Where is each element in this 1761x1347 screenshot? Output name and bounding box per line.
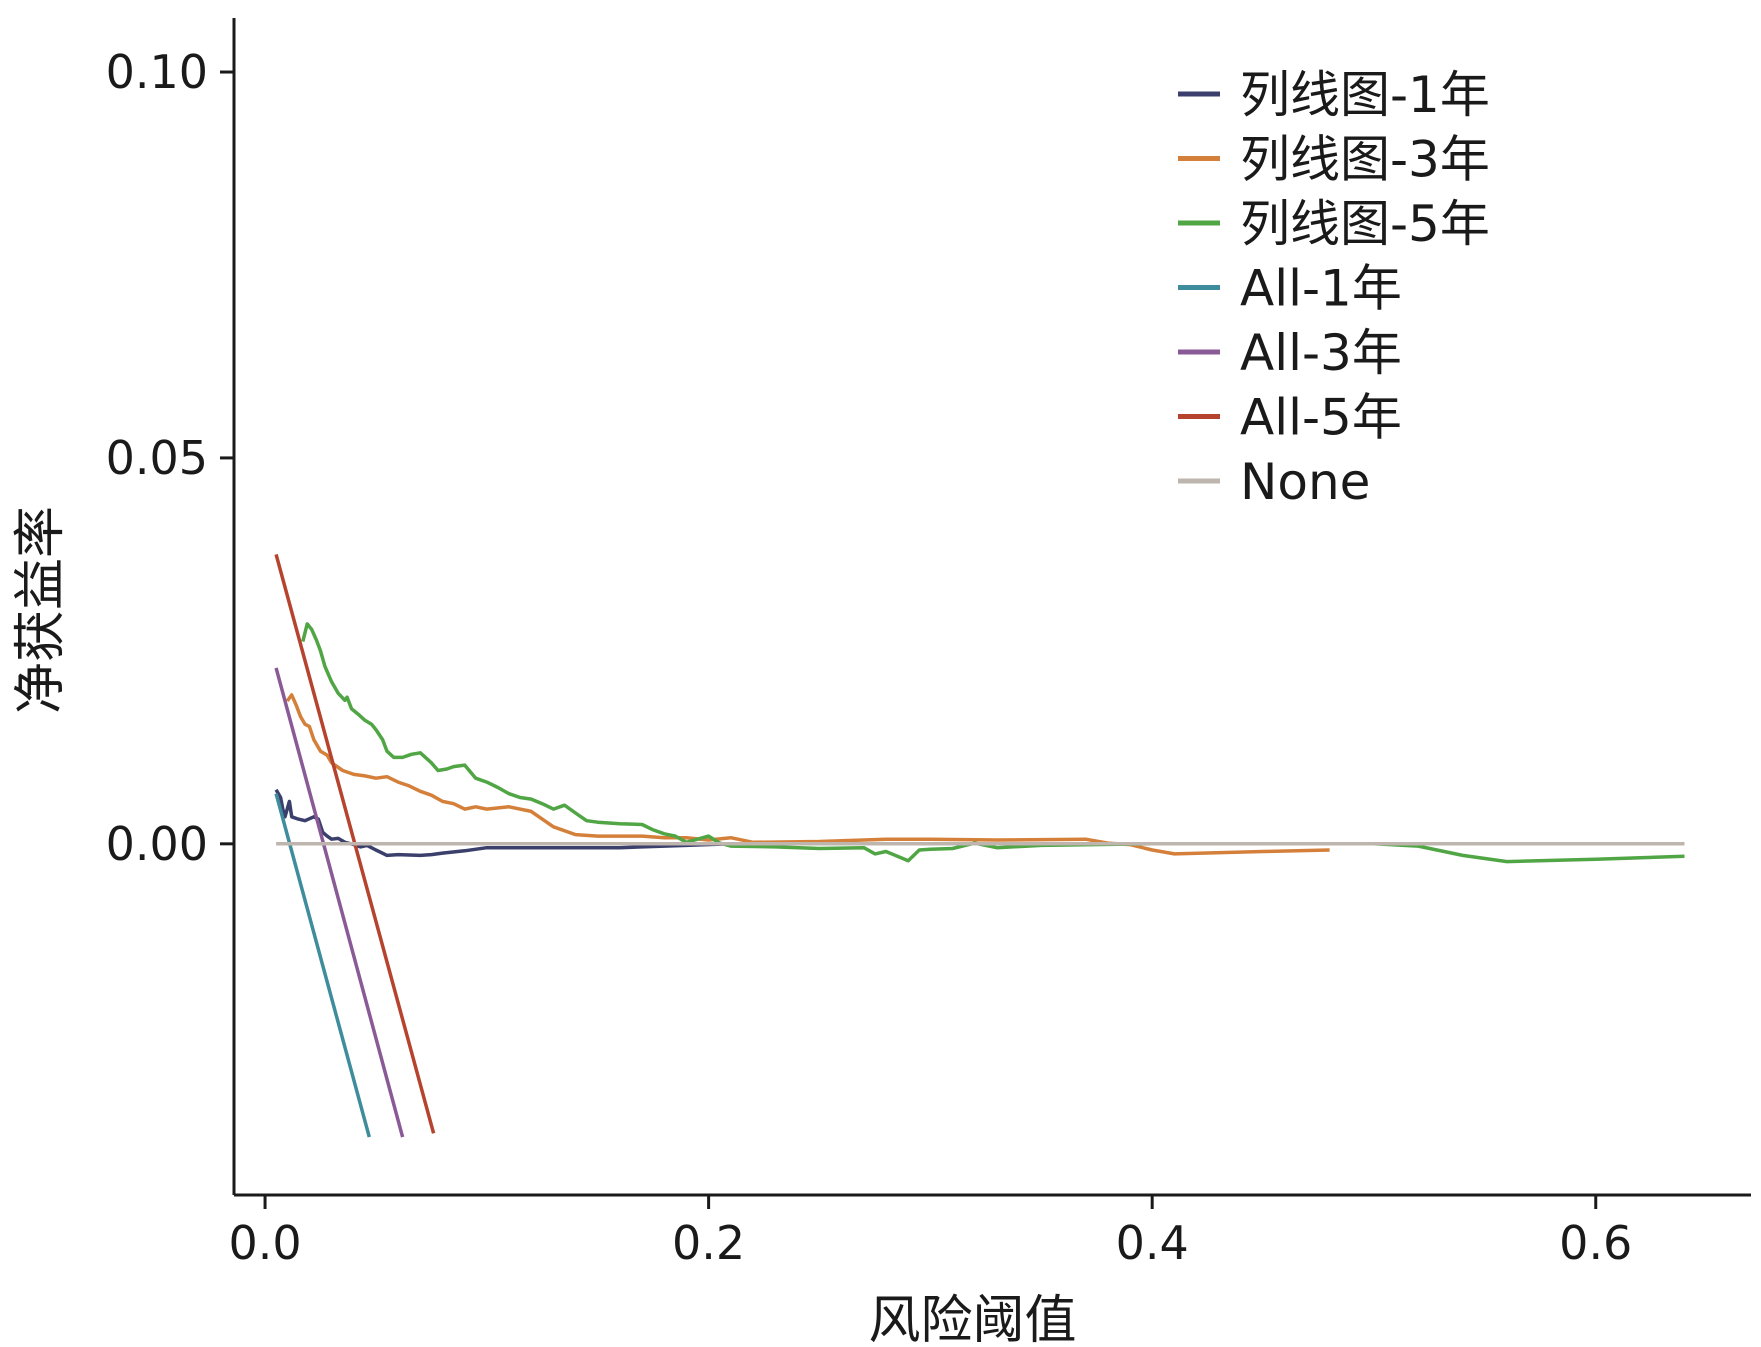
legend-label: None xyxy=(1240,453,1370,511)
y-axis-label: 净获益率 xyxy=(11,506,71,714)
legend-label: 列线图-5年 xyxy=(1240,195,1490,253)
series-line-3 xyxy=(301,622,1685,864)
x-ticks: 0.0 0.2 0.4 0.6 xyxy=(228,1195,1632,1270)
y-tick-label: 0.00 xyxy=(106,817,208,871)
axes: 0.0 0.2 0.4 0.6 0.00 0.05 0.10 风险阈值 净获益率 xyxy=(11,18,1751,1347)
x-tick-label: 0.2 xyxy=(672,1216,745,1270)
legend-label: All-1年 xyxy=(1240,260,1402,318)
legend-label: 列线图-1年 xyxy=(1240,66,1490,124)
y-tick-label: 0.10 xyxy=(106,45,208,99)
series-line-2 xyxy=(285,693,1330,856)
series-layer xyxy=(274,553,1685,1138)
y-ticks: 0.00 0.05 0.10 xyxy=(106,45,234,871)
series-line-4 xyxy=(274,793,371,1138)
x-axis-label: 风险阈值 xyxy=(868,1291,1076,1347)
y-tick-label: 0.05 xyxy=(106,431,208,485)
legend-label: All-3年 xyxy=(1240,324,1402,382)
x-tick-label: 0.0 xyxy=(228,1216,301,1270)
series-line-5 xyxy=(274,667,405,1138)
x-tick-label: 0.4 xyxy=(1116,1216,1189,1270)
legend-label: 列线图-3年 xyxy=(1240,131,1490,189)
legend-label: All-5年 xyxy=(1240,389,1402,447)
x-tick-label: 0.6 xyxy=(1559,1216,1632,1270)
